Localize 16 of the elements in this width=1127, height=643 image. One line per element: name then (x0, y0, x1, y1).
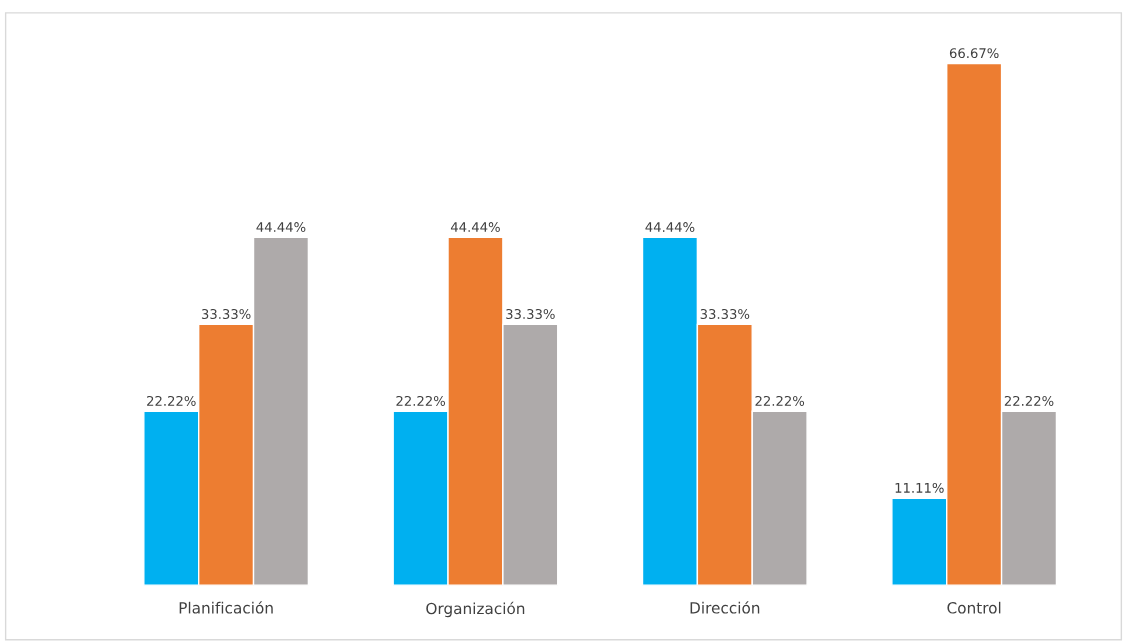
data-label: 11.11% (895, 482, 944, 493)
data-label: 44.44% (256, 222, 306, 233)
data-label: 33.33% (700, 309, 750, 319)
x-tick-label: Organización (426, 601, 525, 618)
data-label: 22.22% (147, 395, 196, 406)
data-label: 22.22% (396, 395, 446, 406)
x-tick-label: Dirección (690, 601, 760, 614)
data-label: 33.33% (506, 309, 555, 319)
x-tick-label: Planificación (179, 601, 273, 614)
data-label: 44.44% (645, 222, 695, 233)
data-label: 66.67% (949, 48, 999, 59)
data-label: 44.44% (450, 222, 500, 233)
data-label: 33.33% (201, 309, 251, 319)
data-label: 22.22% (1004, 395, 1054, 406)
x-tick-label: Control (947, 601, 1001, 614)
data-label: 22.22% (755, 395, 805, 406)
